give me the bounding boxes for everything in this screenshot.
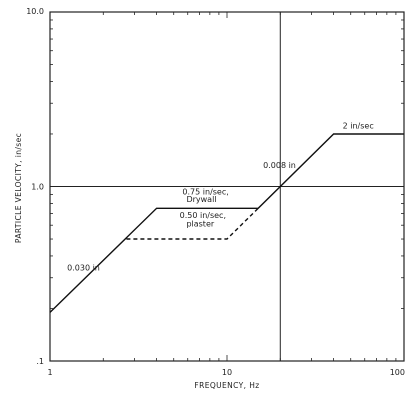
annotation-0: 0.030 in [67,264,100,273]
ticks-group: 1 10 100 10.0 1.0 .1 [26,7,405,377]
annotation-3: 0.50 in/sec, [180,211,226,220]
annotation-6: 2 in/sec [343,121,374,130]
annotation-4: plaster [186,219,214,228]
annotation-2: Drywall [186,195,216,204]
y-tick-label-1: 1.0 [31,183,44,192]
annotations-group: 0.030 in 0.75 in/sec,Drywall 0.50 in/sec,p… [67,121,374,272]
annotation-1: 0.75 in/sec, [182,187,228,196]
series-line-solid [49,133,404,313]
y-tick-label-0: 10.0 [26,7,44,16]
x-axis-title: FREQUENCY, Hz [194,381,259,390]
x-tick-label-0: 1 [47,368,52,377]
x-tick-label-2: 100 [390,368,405,377]
annotation-5: 0.008 in [263,161,296,170]
y-axis-title: PARTICLE VELOCITY, in/sec [14,133,23,243]
series-group [49,133,404,313]
x-tick-label-1: 10 [222,368,232,377]
series-line-dashed [126,207,259,240]
y-tick-label-2: .1 [36,357,44,366]
